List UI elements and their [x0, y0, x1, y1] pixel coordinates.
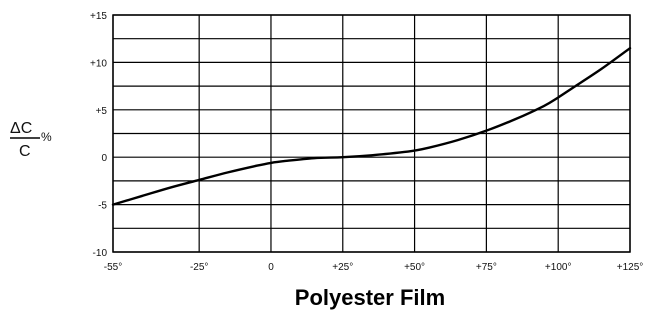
y-tick-label: -10 — [93, 248, 108, 259]
y-axis-label-numerator: ΔC — [10, 120, 32, 137]
x-tick-label: -25° — [190, 262, 208, 273]
y-tick-label: +15 — [90, 11, 107, 22]
x-tick-label: 0 — [268, 262, 274, 273]
grid-layer — [112, 14, 631, 253]
series-layer — [111, 46, 632, 206]
y-axis-label-unit: % — [41, 130, 52, 144]
y-axis-label-denominator: C — [19, 143, 31, 160]
y-tick-label: +10 — [90, 58, 107, 69]
x-tick-label: +100° — [545, 262, 572, 273]
series-line-0 — [111, 46, 632, 206]
y-axis-label: ΔC C % — [10, 120, 52, 160]
x-tick-label: -55° — [104, 262, 122, 273]
chart-title: Polyester Film — [294, 285, 446, 310]
plot-border — [112, 14, 631, 253]
y-tick-label: -5 — [98, 201, 107, 212]
y-tick-labels: +15 +10 +5 0 -5 -10 — [90, 11, 107, 259]
plot-frame — [112, 14, 631, 253]
x-tick-label: +125° — [617, 262, 644, 273]
x-tick-label: +75° — [476, 262, 497, 273]
x-tick-label: +25° — [332, 262, 353, 273]
x-tick-labels: -55° -25° 0 +25° +50° +75° +100° +125° — [104, 262, 643, 273]
y-tick-label: 0 — [101, 153, 107, 164]
x-tick-label: +50° — [404, 262, 425, 273]
y-tick-label: +5 — [96, 106, 108, 117]
